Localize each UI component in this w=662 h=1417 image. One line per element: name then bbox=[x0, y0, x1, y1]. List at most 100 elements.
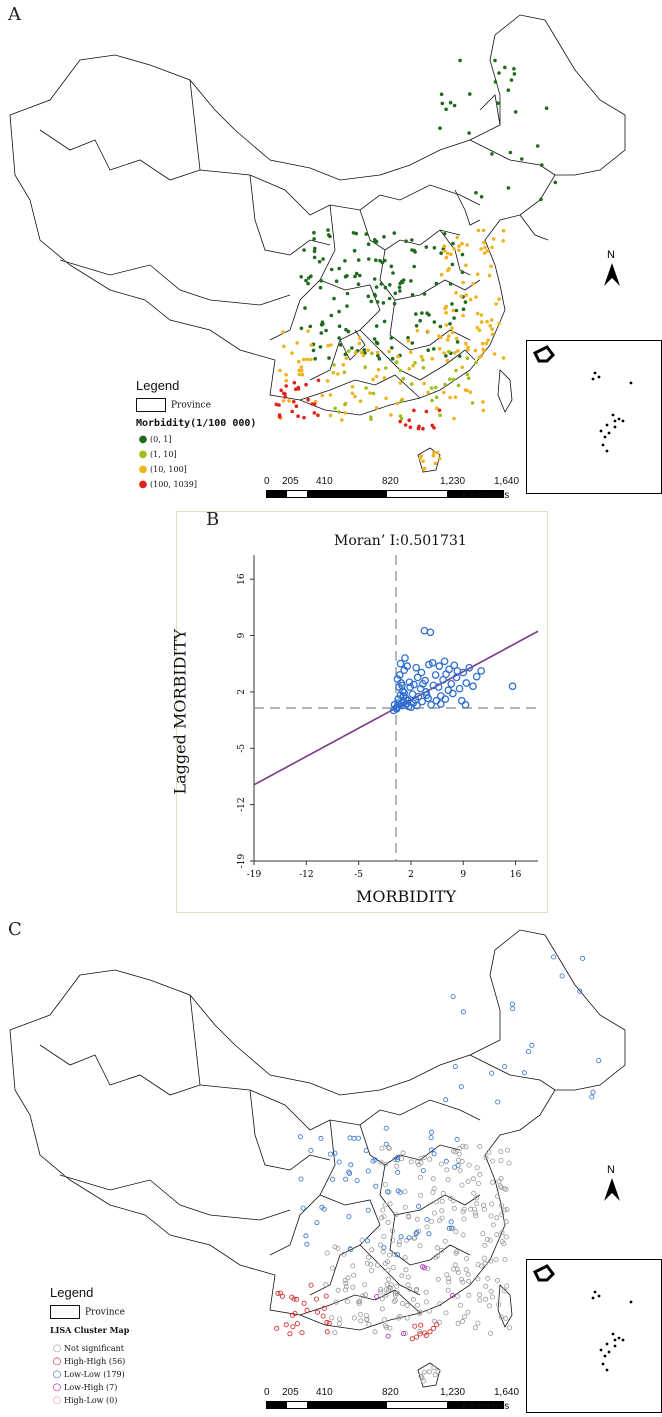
map-point bbox=[397, 285, 402, 290]
map-point bbox=[294, 1321, 300, 1327]
map-point bbox=[404, 1237, 410, 1243]
map-point bbox=[374, 406, 379, 410]
scatter-point bbox=[398, 681, 406, 690]
map-point bbox=[421, 459, 425, 464]
map-point bbox=[303, 1233, 309, 1239]
scale-label: 1,230 bbox=[440, 476, 466, 487]
panel-a-letter: A bbox=[8, 4, 21, 25]
map-point bbox=[415, 328, 420, 333]
map-point bbox=[343, 411, 348, 415]
map-point bbox=[364, 386, 368, 390]
map-point bbox=[410, 238, 414, 242]
map-point bbox=[342, 1277, 348, 1283]
map-point bbox=[455, 340, 460, 344]
map-point bbox=[302, 248, 306, 252]
map-point bbox=[297, 368, 302, 373]
map-point bbox=[309, 357, 313, 362]
map-point bbox=[326, 1320, 332, 1326]
map-point bbox=[457, 1167, 463, 1173]
legend-label: High-Low (0) bbox=[64, 1396, 118, 1405]
map-point bbox=[345, 1275, 351, 1281]
map-point bbox=[445, 1287, 451, 1293]
map-point bbox=[354, 271, 359, 276]
map-point bbox=[403, 423, 408, 427]
map-point bbox=[390, 356, 395, 361]
legend-label: Not significant bbox=[64, 1344, 125, 1353]
scatter-point bbox=[400, 666, 409, 675]
map-point bbox=[354, 231, 359, 236]
map-point bbox=[450, 1292, 456, 1298]
map-point bbox=[306, 397, 310, 402]
map-point bbox=[381, 301, 386, 305]
map-point bbox=[446, 1279, 452, 1285]
map-point bbox=[445, 1177, 451, 1183]
map-point bbox=[535, 144, 540, 148]
map-point bbox=[446, 349, 451, 354]
map-point bbox=[304, 1241, 310, 1247]
map-point bbox=[323, 1281, 329, 1287]
map-point bbox=[402, 1255, 408, 1261]
map-point bbox=[385, 1267, 391, 1273]
map-point bbox=[381, 1245, 387, 1251]
map-point bbox=[346, 349, 351, 353]
scale-bar-strip bbox=[266, 490, 504, 498]
map-point bbox=[460, 1009, 466, 1015]
map-point bbox=[481, 228, 486, 233]
map-point bbox=[432, 1210, 438, 1216]
map-point bbox=[450, 330, 455, 335]
map-point bbox=[432, 450, 436, 455]
map-point bbox=[431, 1325, 437, 1331]
map-point bbox=[308, 1147, 314, 1153]
map-point bbox=[455, 1293, 461, 1299]
scatter-point bbox=[432, 696, 441, 705]
map-point bbox=[330, 1265, 336, 1271]
scatter-point bbox=[418, 697, 427, 706]
map-point bbox=[448, 282, 453, 286]
map-point bbox=[332, 296, 336, 301]
map-point bbox=[274, 402, 279, 407]
map-point bbox=[373, 1183, 379, 1189]
y-tick-label: -19 bbox=[237, 853, 247, 868]
map-point bbox=[461, 1314, 467, 1320]
map-point bbox=[475, 1180, 481, 1186]
map-point bbox=[503, 1315, 509, 1321]
map-point bbox=[413, 1231, 419, 1237]
map-point bbox=[345, 274, 349, 278]
map-point bbox=[483, 1296, 489, 1302]
map-point bbox=[488, 1288, 494, 1294]
map-point bbox=[358, 399, 363, 404]
map-point bbox=[372, 277, 377, 281]
map-point bbox=[426, 1231, 432, 1237]
map-point bbox=[419, 354, 424, 359]
map-point bbox=[289, 1294, 295, 1300]
inset-islands-icon bbox=[532, 1264, 633, 1372]
map-point bbox=[455, 235, 460, 240]
map-point bbox=[421, 1369, 427, 1375]
map-point bbox=[432, 246, 437, 250]
map-point bbox=[385, 1259, 391, 1265]
map-point bbox=[386, 1284, 392, 1290]
map-point bbox=[364, 1260, 370, 1266]
map-point bbox=[421, 1265, 427, 1271]
map-point bbox=[301, 1300, 307, 1306]
map-point bbox=[446, 338, 450, 342]
map-point bbox=[466, 1292, 472, 1298]
map-point bbox=[390, 346, 394, 350]
map-point bbox=[453, 351, 457, 355]
map-point bbox=[293, 387, 298, 392]
map-point bbox=[425, 311, 429, 316]
scale-label: 205 bbox=[282, 476, 299, 487]
map-point bbox=[382, 319, 387, 324]
map-point bbox=[413, 361, 417, 365]
map-point bbox=[497, 1183, 503, 1189]
panel-c: C N Legend Province LISA Cluster Map ○ No… bbox=[0, 915, 662, 1417]
map-point bbox=[466, 347, 470, 352]
scatter-point bbox=[508, 682, 517, 691]
map-point bbox=[429, 386, 434, 390]
map-point bbox=[480, 341, 485, 346]
map-point bbox=[475, 311, 480, 316]
map-point bbox=[332, 1330, 338, 1336]
map-point bbox=[475, 1320, 481, 1326]
panel-b: B Moran’ I:0.501731 -19 -12 -5 2 9 16 -19 -12 -5… bbox=[0, 505, 662, 915]
map-point bbox=[475, 1262, 481, 1268]
